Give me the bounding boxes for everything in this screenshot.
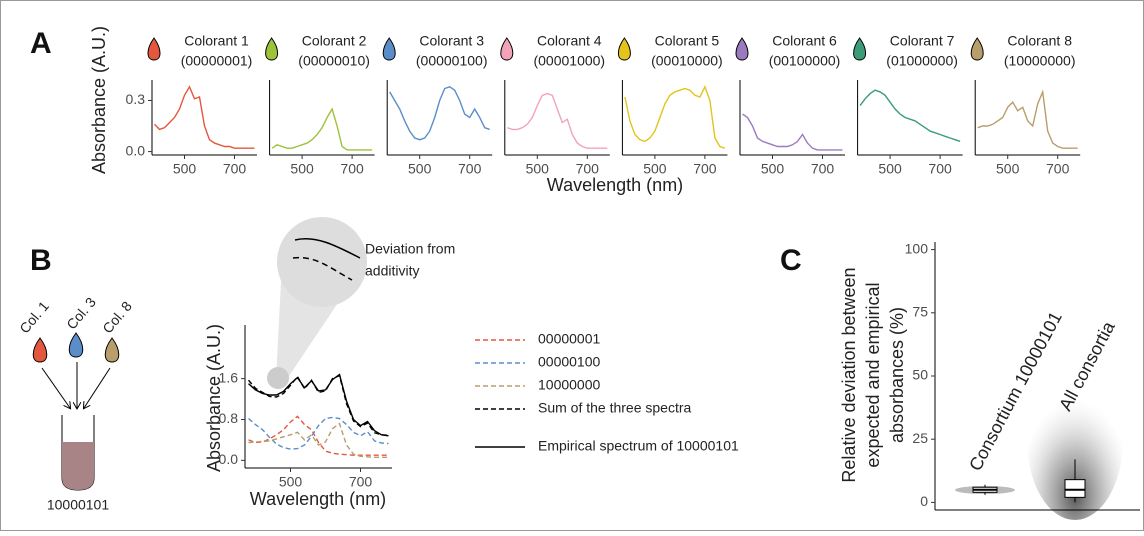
x-tick-label: 500 [526, 161, 550, 177]
colorant-title: Colorant 8 [1007, 33, 1072, 49]
colorant-drop [853, 37, 867, 61]
legend-label: 10000000 [538, 377, 601, 393]
colorant-title: Colorant 2 [302, 33, 367, 49]
spectrum-line [271, 107, 373, 151]
x-tick-label: 500 [290, 161, 314, 177]
y-tick-label: 0.0 [126, 142, 146, 158]
zoom-callout [267, 217, 367, 389]
spectrum-line [248, 373, 389, 437]
colorant-title: Colorant 4 [537, 33, 602, 49]
x-tick-label: 700 [340, 161, 364, 177]
colorant-code: (00001000) [533, 53, 605, 69]
x-tick-label: 500 [643, 161, 667, 177]
drop-label: Col. 3 [63, 294, 99, 332]
panel-label: B [30, 244, 52, 277]
colorant-code: (00000010) [298, 53, 370, 69]
jitter-cloud [1027, 360, 1123, 520]
x-tick-label: 700 [223, 161, 247, 177]
spectrum-line [247, 374, 389, 436]
x-tick-label: 500 [408, 161, 432, 177]
y-tick-label: 75 [912, 303, 928, 319]
spectrum-line [742, 113, 843, 151]
colorant-drop [500, 37, 514, 61]
drop-label: Col. 1 [16, 298, 52, 336]
x-tick-label: 700 [1046, 161, 1070, 177]
colorant-code: (10000000) [1004, 53, 1076, 69]
legend-label: Sum of the three spectra [538, 400, 692, 416]
x-tick-label: 500 [279, 474, 303, 490]
x-tick-label: 500 [878, 161, 902, 177]
y-tick-label: 50 [912, 367, 928, 383]
mixing-diagram [32, 332, 120, 491]
panel-label: A [30, 27, 52, 60]
colorant-code: (00000100) [416, 53, 488, 69]
legend-label: 00000001 [538, 331, 601, 347]
x-tick-label: 700 [811, 161, 835, 177]
spectrum-line [248, 416, 389, 450]
y-tick-label: 0.3 [126, 91, 146, 107]
colorant-drop [265, 37, 279, 61]
y-tick-label: 25 [912, 430, 928, 446]
y-tick-label: 0.8 [219, 410, 239, 426]
legend-label: 00000100 [538, 354, 601, 370]
colorant-drop [970, 37, 984, 61]
spectrum-line [977, 89, 1078, 149]
colorant-drop [147, 37, 161, 61]
box-body [1064, 479, 1086, 498]
y-axis-label: Absorbance (A.U.) [89, 26, 109, 174]
y-tick-label: 1.6 [219, 369, 239, 385]
colorant-code: (00010000) [651, 53, 723, 69]
tube-label: 10000101 [47, 497, 110, 513]
spectrum-line [248, 422, 389, 458]
colorant-code: (00100000) [769, 53, 841, 69]
colorant-title: Colorant 6 [772, 33, 837, 49]
legend-label: Empirical spectrum of 10000101 [538, 438, 739, 454]
x-tick-label: 700 [576, 161, 600, 177]
colorant-drop [382, 37, 396, 61]
colorant-title: Colorant 7 [890, 33, 955, 49]
colorant-drop [735, 37, 749, 61]
spectrum-line [859, 89, 961, 143]
x-tick-label: 500 [761, 161, 785, 177]
y-axis-label: Relative deviation between [839, 267, 859, 482]
panel-label: C [780, 244, 802, 277]
y-tick-label: 0 [920, 493, 928, 509]
drop-label: Col. 8 [99, 298, 135, 336]
x-axis-label: Wavelength (nm) [547, 175, 683, 195]
colorant-title: Colorant 1 [184, 33, 249, 49]
spectrum-line [154, 85, 255, 149]
y-tick-label: 0.0 [219, 451, 239, 467]
y-axis-label: absorbances (%) [887, 307, 907, 443]
x-tick-label: 700 [693, 161, 717, 177]
x-axis-label: Wavelength (nm) [250, 489, 386, 509]
colorant-code: (00000001) [181, 53, 253, 69]
spectrum-line [248, 415, 389, 456]
spectrum-line [507, 92, 608, 149]
colorant-title: Colorant 5 [655, 33, 720, 49]
spectrum-line [389, 86, 490, 141]
colorant-title: Colorant 3 [419, 33, 484, 49]
y-axis-label: expected and empirical [863, 282, 883, 467]
x-tick-label: 500 [173, 161, 197, 177]
annotation: Deviation from [365, 241, 455, 257]
x-tick-label: 500 [996, 161, 1020, 177]
colorant-code: (01000000) [886, 53, 958, 69]
y-axis-label: Absorbance (A.U.) [204, 324, 224, 472]
annotation: additivity [365, 263, 419, 279]
x-tick-label: 700 [458, 161, 482, 177]
spectrum-line [624, 85, 726, 149]
x-tick-label: 700 [928, 161, 952, 177]
x-tick-label: 700 [349, 474, 373, 490]
y-tick-label: 100 [905, 240, 929, 256]
colorant-drop [617, 37, 631, 61]
